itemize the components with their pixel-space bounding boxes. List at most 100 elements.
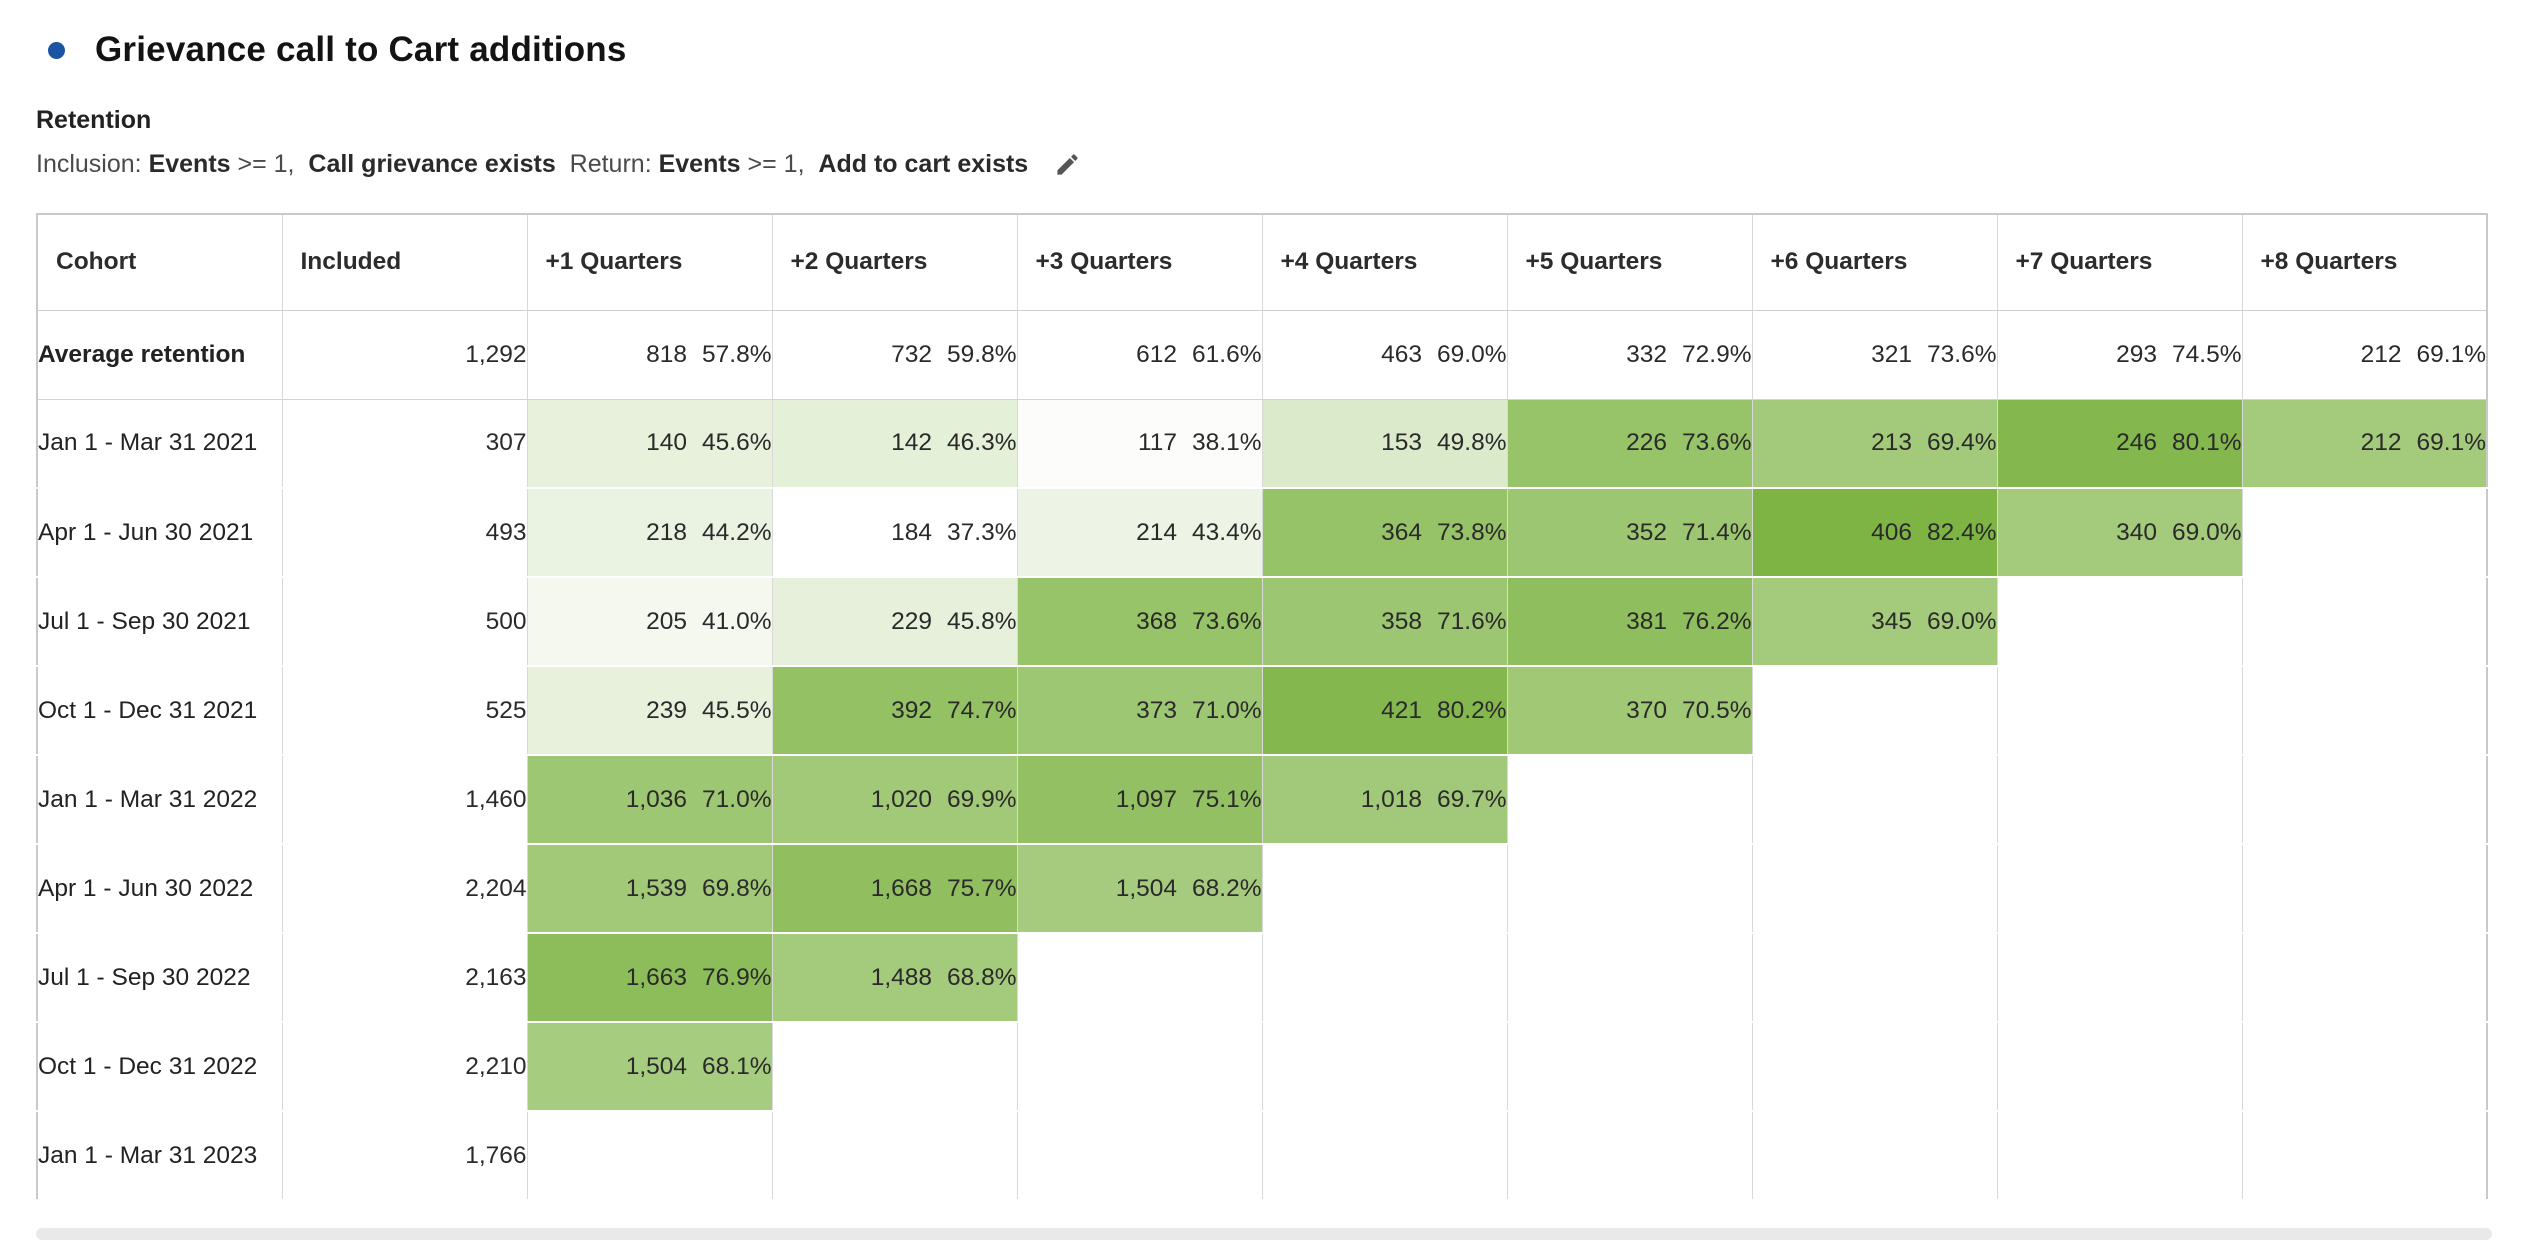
retention-cell[interactable]: 1,504 68.1% — [527, 1022, 773, 1112]
retention-cell[interactable]: 142 46.3% — [772, 399, 1018, 489]
cell-count: 340 — [2116, 518, 2158, 546]
retention-cell[interactable]: 214 43.4% — [1017, 488, 1263, 578]
cell-percentage: 59.8% — [947, 340, 1017, 368]
retention-cell[interactable]: 358 71.6% — [1262, 577, 1508, 667]
cell-percentage: 69.9% — [947, 785, 1017, 813]
retention-cell[interactable]: 239 45.5% — [527, 666, 773, 756]
cell-percentage: 37.3% — [947, 518, 1017, 546]
cell-percentage: 71.4% — [1682, 518, 1752, 546]
cell-count: 212 — [2360, 340, 2402, 368]
empty-cell — [2242, 1022, 2488, 1112]
cell-percentage: 74.7% — [947, 696, 1017, 724]
empty-cell — [1262, 933, 1508, 1023]
retention-cell[interactable]: 1,668 75.7% — [772, 844, 1018, 934]
retention-cell[interactable]: 117 38.1% — [1017, 399, 1263, 489]
retention-cell[interactable]: 370 70.5% — [1507, 666, 1753, 756]
retention-cell[interactable]: 321 73.6% — [1752, 310, 1998, 400]
retention-table: Cohort Included +1 Quarters +2 Quarters +3 Q… — [36, 213, 2488, 1201]
retention-cell[interactable]: 340 69.0% — [1997, 488, 2243, 578]
cell-percentage: 43.4% — [1192, 518, 1262, 546]
retention-cell[interactable]: 373 71.0% — [1017, 666, 1263, 756]
included-count: 1,292 — [282, 310, 528, 400]
filter-text: Inclusion: Events >= 1, Call grievance e… — [36, 150, 1028, 179]
column-header: +6 Quarters — [1752, 214, 1998, 311]
retention-cell[interactable]: 1,663 76.9% — [527, 933, 773, 1023]
cell-count: 332 — [1626, 340, 1668, 368]
column-header: Included — [282, 214, 528, 311]
retention-cell[interactable]: 140 45.6% — [527, 399, 773, 489]
retention-cell[interactable]: 818 57.8% — [527, 310, 773, 400]
cell-percentage: 69.8% — [702, 874, 772, 902]
column-header: +2 Quarters — [772, 214, 1018, 311]
cell-count: 421 — [1381, 696, 1423, 724]
empty-cell — [2242, 933, 2488, 1023]
cell-count: 370 — [1626, 696, 1668, 724]
retention-cell[interactable]: 1,036 71.0% — [527, 755, 773, 845]
cell-count: 345 — [1871, 607, 1913, 635]
retention-cell[interactable]: 406 82.4% — [1752, 488, 1998, 578]
retention-cell[interactable]: 1,020 69.9% — [772, 755, 1018, 845]
retention-cell[interactable]: 1,539 69.8% — [527, 844, 773, 934]
cell-percentage: 80.1% — [2172, 429, 2242, 457]
retention-cell[interactable]: 184 37.3% — [772, 488, 1018, 578]
retention-cell[interactable]: 463 69.0% — [1262, 310, 1508, 400]
retention-cell[interactable]: 1,018 69.7% — [1262, 755, 1508, 845]
cell-count: 153 — [1381, 429, 1423, 457]
retention-cell[interactable]: 1,488 68.8% — [772, 933, 1018, 1023]
retention-cell[interactable]: 332 72.9% — [1507, 310, 1753, 400]
retention-cell[interactable]: 226 73.6% — [1507, 399, 1753, 489]
retention-cell[interactable]: 1,097 75.1% — [1017, 755, 1263, 845]
cohort-label: Oct 1 - Dec 31 2021 — [37, 666, 283, 756]
cell-percentage: 69.0% — [2172, 518, 2242, 546]
retention-cell[interactable]: 392 74.7% — [772, 666, 1018, 756]
cell-count: 205 — [646, 607, 688, 635]
empty-cell — [1997, 1111, 2243, 1201]
retention-table-body: Average retention 1,292 818 57.8% 732 59.8% 61… — [37, 310, 2488, 1201]
empty-cell — [2242, 488, 2488, 578]
cell-percentage: 45.6% — [702, 429, 772, 457]
retention-cell[interactable]: 212 69.1% — [2242, 310, 2488, 400]
cell-count: 1,539 — [625, 874, 688, 902]
cell-percentage: 82.4% — [1927, 518, 1997, 546]
header-row: Cohort Included +1 Quarters +2 Quarters +3 Q… — [37, 214, 2488, 311]
empty-cell — [1507, 1111, 1753, 1201]
retention-cell[interactable]: 612 61.6% — [1017, 310, 1263, 400]
retention-cell[interactable]: 205 41.0% — [527, 577, 773, 667]
retention-report: Grievance call to Cart additions Retenti… — [36, 30, 2488, 1201]
column-header: +4 Quarters — [1262, 214, 1508, 311]
retention-cell[interactable]: 381 76.2% — [1507, 577, 1753, 667]
retention-cell[interactable]: 218 44.2% — [527, 488, 773, 578]
cell-percentage: 69.7% — [1437, 785, 1507, 813]
retention-cell[interactable]: 364 73.8% — [1262, 488, 1508, 578]
cell-count: 184 — [891, 518, 933, 546]
retention-cell[interactable]: 732 59.8% — [772, 310, 1018, 400]
retention-cell[interactable]: 352 71.4% — [1507, 488, 1753, 578]
empty-cell — [1262, 1111, 1508, 1201]
included-count: 525 — [282, 666, 528, 756]
retention-cell[interactable]: 229 45.8% — [772, 577, 1018, 667]
retention-cell[interactable]: 213 69.4% — [1752, 399, 1998, 489]
empty-cell — [1752, 844, 1998, 934]
edit-pencil-icon[interactable] — [1054, 151, 1081, 178]
horizontal-scrollbar[interactable] — [36, 1228, 2492, 1240]
empty-cell — [2242, 577, 2488, 667]
empty-cell — [2242, 1111, 2488, 1201]
cell-count: 213 — [1871, 429, 1913, 457]
cell-count: 1,663 — [625, 963, 688, 991]
retention-cell[interactable]: 345 69.0% — [1752, 577, 1998, 667]
retention-cell[interactable]: 293 74.5% — [1997, 310, 2243, 400]
retention-cell[interactable]: 246 80.1% — [1997, 399, 2243, 489]
filter-connector: Return: — [555, 150, 659, 178]
empty-cell — [1507, 933, 1753, 1023]
cell-count: 226 — [1626, 429, 1668, 457]
cell-count: 1,020 — [870, 785, 933, 813]
retention-cell[interactable]: 1,504 68.2% — [1017, 844, 1263, 934]
filter-term: Call grievance exists — [308, 150, 556, 178]
cell-percentage: 46.3% — [947, 429, 1017, 457]
retention-cell[interactable]: 421 80.2% — [1262, 666, 1508, 756]
retention-cell[interactable]: 153 49.8% — [1262, 399, 1508, 489]
cell-percentage: 68.1% — [702, 1052, 772, 1080]
retention-cell[interactable]: 212 69.1% — [2242, 399, 2488, 489]
retention-cell[interactable]: 368 73.6% — [1017, 577, 1263, 667]
cell-percentage: 41.0% — [702, 607, 772, 635]
